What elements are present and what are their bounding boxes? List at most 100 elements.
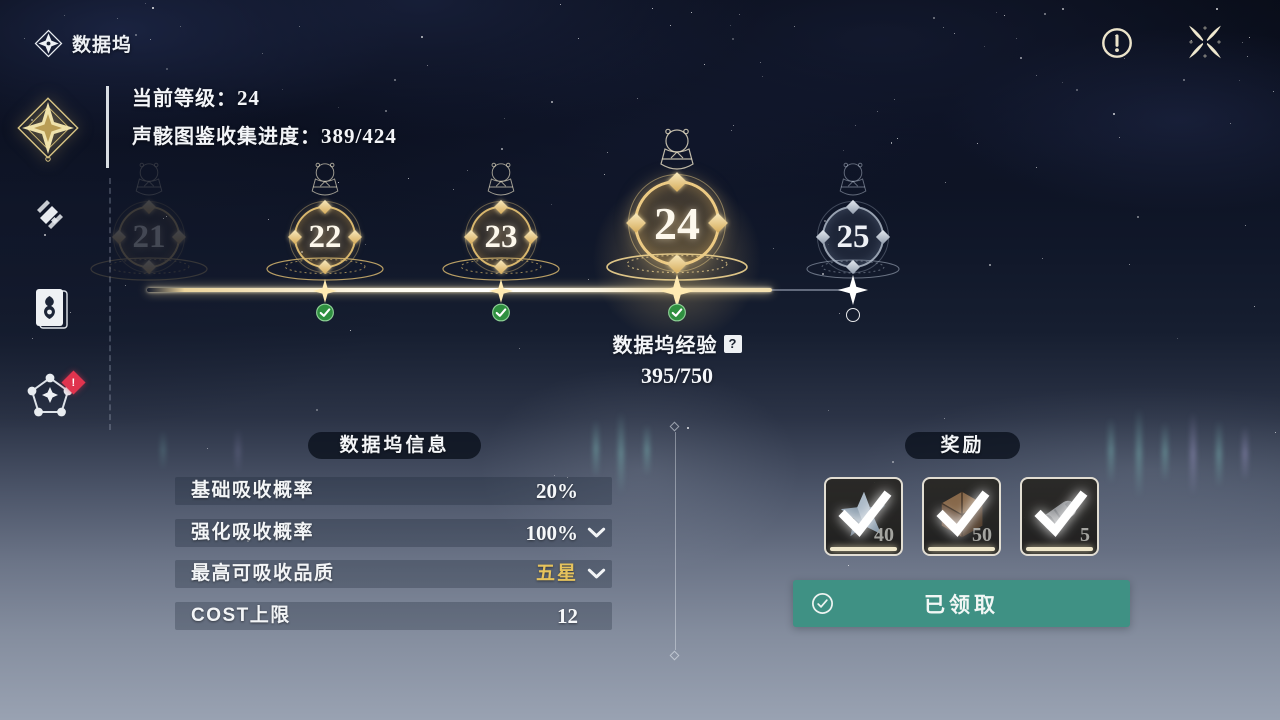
level-number: 25 [836, 218, 870, 255]
star [1129, 264, 1130, 265]
collection-progress-label: 声骸图鉴收集进度： [132, 126, 321, 148]
star [316, 409, 318, 411]
star [1076, 89, 1078, 91]
reward-item-card[interactable]: 5 [1020, 477, 1099, 556]
star [637, 98, 638, 99]
four-point-star-icon [1188, 25, 1222, 59]
star [560, 4, 561, 5]
info-row-cost-limit: COST上限 12 [175, 602, 612, 630]
row-value: 100% [525, 521, 579, 545]
star [578, 38, 579, 39]
sidebar-item-synthesis[interactable] [31, 196, 69, 239]
row-label: 最高可吸收品质 [191, 563, 335, 584]
star [843, 150, 844, 151]
star [350, 330, 351, 331]
star [977, 143, 978, 144]
star [299, 26, 300, 27]
reward-quantity: 5 [1080, 524, 1090, 546]
star [733, 125, 734, 126]
sidebar-item-card-album[interactable] [30, 286, 72, 337]
claimed-check-icon [837, 490, 891, 538]
star [150, 39, 151, 40]
synthesis-icon [37, 200, 63, 229]
close-button[interactable] [1185, 22, 1225, 67]
star [166, 68, 168, 70]
level-number: 24 [654, 197, 700, 249]
level-progress-line-filled [147, 288, 772, 292]
star [1062, 82, 1063, 83]
star [1230, 123, 1231, 124]
star [64, 15, 65, 16]
current-level-value: 24 [237, 86, 260, 110]
panel-divider [669, 421, 680, 661]
level-incomplete-dot [846, 308, 860, 322]
reward-item-card[interactable]: 40 [824, 477, 903, 556]
star [1020, 57, 1022, 59]
star [1119, 137, 1120, 138]
star [1113, 113, 1115, 115]
star [954, 33, 955, 34]
sidebar-item-data-bank[interactable] [14, 94, 82, 171]
claimed-button[interactable]: 已领取 [793, 580, 1130, 627]
sidebar-item-network[interactable]: ! [27, 370, 86, 423]
star [891, 143, 892, 144]
level-node-21[interactable]: 21 [64, 158, 234, 328]
circle-check-icon [812, 593, 833, 614]
star [984, 46, 985, 47]
star [1044, 13, 1046, 15]
star [1216, 8, 1218, 10]
level-complete-check [492, 303, 511, 327]
chevron-down-icon[interactable] [587, 527, 606, 539]
star [421, 36, 423, 38]
level-node-25[interactable]: 25 [768, 158, 938, 328]
droid-outline-icon [135, 162, 163, 196]
row-value-quality: 五星 [535, 563, 578, 584]
star [732, 38, 734, 40]
star [945, 182, 946, 183]
star [1004, 15, 1005, 16]
star [1177, 338, 1178, 339]
level-summary: 当前等级：24 声骸图鉴收集进度：389/424 [106, 82, 396, 168]
star [1137, 216, 1139, 218]
level-complete-check [668, 303, 687, 327]
star [427, 65, 428, 66]
star [687, 427, 689, 429]
star [1183, 79, 1185, 81]
level-node-23[interactable]: 23 [416, 158, 586, 328]
level-node-24-current[interactable]: 24 [572, 128, 782, 344]
reward-item-card[interactable]: 50 [922, 477, 1001, 556]
reward-quantity: 40 [874, 524, 894, 546]
star [794, 26, 795, 27]
star [691, 12, 692, 13]
star [519, 348, 520, 349]
star [933, 17, 935, 19]
info-row-max-quality[interactable]: 最高可吸收品质 五星 [175, 560, 612, 588]
data-bank-emblem-icon [17, 97, 79, 162]
star [1016, 38, 1017, 39]
star [1249, 37, 1250, 38]
alert-button[interactable] [1100, 26, 1134, 65]
star [551, 101, 553, 103]
claimed-button-label: 已领取 [924, 593, 999, 617]
current-level-label: 当前等级： [132, 88, 237, 110]
star [670, 25, 671, 26]
star [848, 565, 849, 566]
star [897, 138, 898, 139]
star [739, 14, 740, 15]
info-row-enhanced-rate[interactable]: 强化吸收概率 100% [175, 519, 612, 547]
star [762, 76, 763, 77]
star [892, 461, 894, 463]
star [207, 448, 208, 449]
star [1239, 80, 1240, 81]
star [1036, 167, 1037, 168]
star [894, 99, 895, 100]
star [1245, 225, 1246, 226]
level-node-22[interactable]: 22 [240, 158, 410, 328]
star [1062, 8, 1064, 10]
star [1247, 56, 1248, 57]
chevron-down-icon[interactable] [587, 568, 606, 580]
star [1273, 91, 1274, 92]
help-icon[interactable]: ? [723, 334, 742, 353]
row-label: 基础吸收概率 [191, 480, 315, 501]
star [135, 34, 137, 36]
